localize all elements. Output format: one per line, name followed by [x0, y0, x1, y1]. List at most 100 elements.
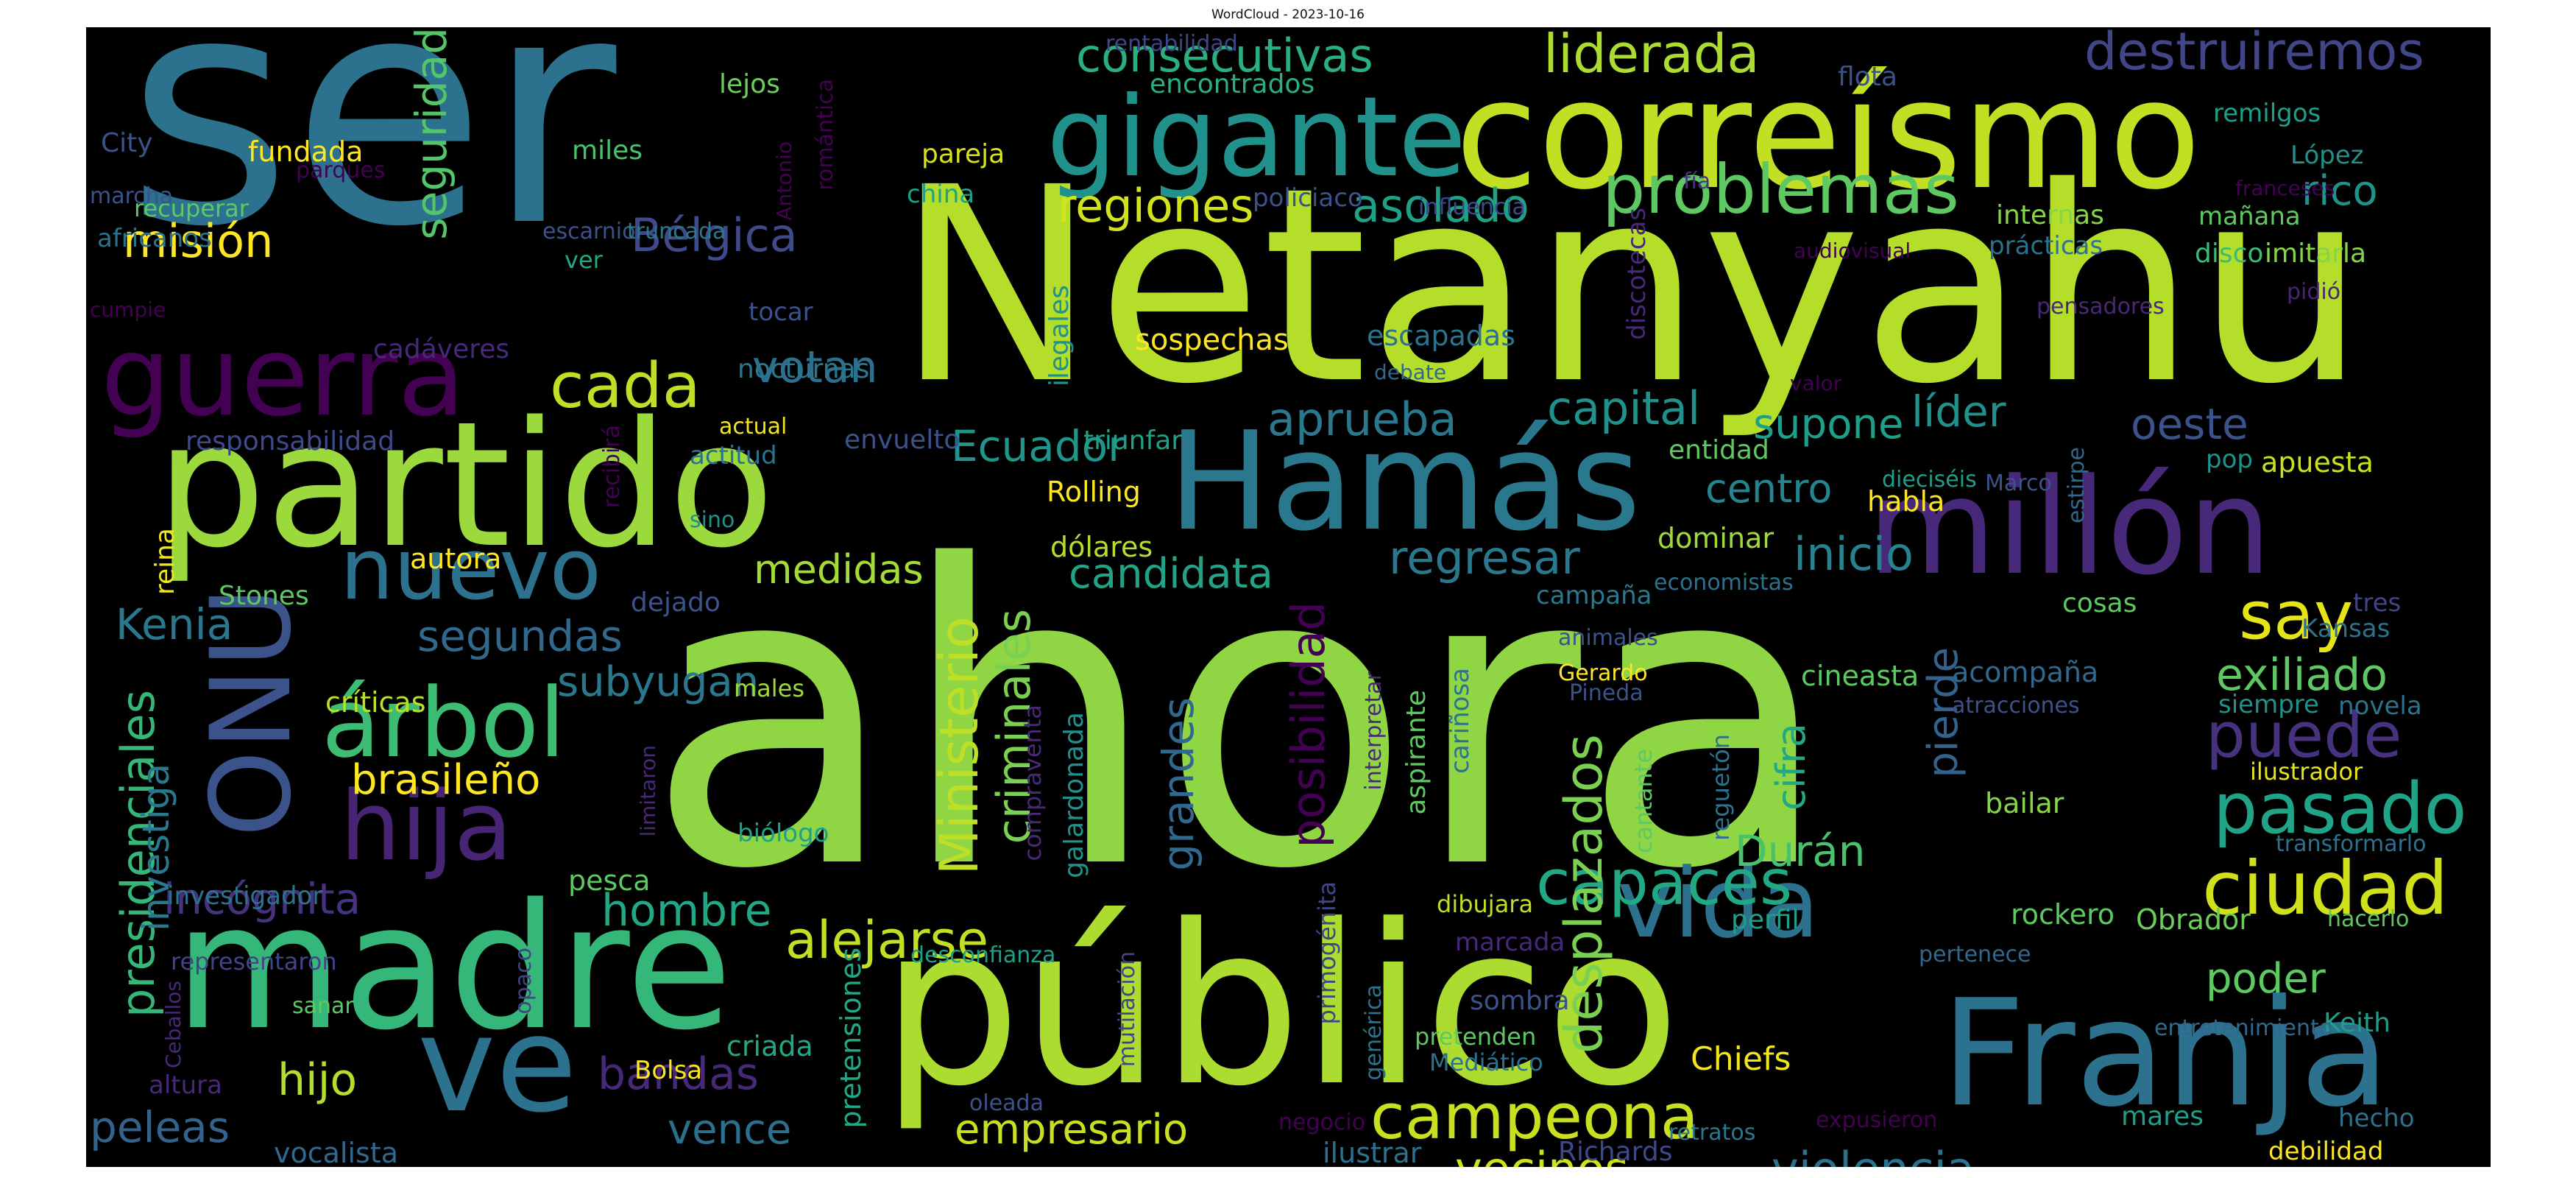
word-vence: vence	[668, 1106, 792, 1154]
word-pertenece: pertenece	[1919, 942, 2031, 967]
word-pidio: pidió	[2287, 279, 2341, 305]
word-campeona: campeona	[1370, 1081, 1699, 1154]
word-hecho: hecho	[2338, 1104, 2415, 1133]
word-mediatico: Mediático	[1429, 1048, 1543, 1076]
word-disco: disco	[2195, 239, 2264, 269]
word-siempre: siempre	[2218, 690, 2319, 719]
word-cumpie: cumpie	[90, 297, 166, 322]
word-hijo: hijo	[277, 1054, 358, 1106]
word-belgica: Bélgica	[631, 208, 798, 262]
word-obrador: Obrador	[2136, 903, 2251, 936]
word-centro: centro	[1705, 465, 1833, 512]
word-truncada: truncada	[627, 219, 726, 244]
word-vocalista: vocalista	[274, 1137, 399, 1167]
word-seguridad: seguridad	[406, 27, 456, 240]
word-encontrados: encontrados	[1150, 69, 1315, 99]
word-regresar: regresar	[1389, 531, 1580, 585]
word-candidata: candidata	[1069, 550, 1273, 598]
word-biologo: biólogo	[737, 819, 829, 848]
word-miles: miles	[572, 135, 643, 166]
word-mision: misión	[123, 214, 274, 268]
word-retratos: retratos	[1669, 1120, 1756, 1146]
word-novela: novela	[2338, 691, 2422, 721]
word-guerra: guerra	[101, 313, 466, 441]
word-exiliado: exiliado	[2216, 649, 2388, 701]
word-posibilidad: posibilidad	[1281, 602, 1335, 848]
word-ciudad: ciudad	[2202, 845, 2449, 931]
word-marco: Marco	[1985, 470, 2052, 496]
word-galardonada: galardonada	[1059, 712, 1089, 878]
word-problemas: problemas	[1602, 150, 1959, 229]
word-autora: autora	[410, 543, 502, 575]
word-fia: fía	[1683, 169, 1711, 194]
word-sombra: sombra	[1470, 986, 1570, 1016]
chart-title: WordCloud - 2023-10-16	[1211, 7, 1365, 22]
word-romantica: romántica	[813, 79, 838, 191]
word-subyugan: subyugan	[557, 658, 760, 706]
word-lejos: lejos	[719, 69, 780, 99]
word-representaron: representaron	[171, 948, 337, 976]
word-pineda: Pineda	[1569, 680, 1643, 706]
word-sino: sino	[690, 507, 735, 533]
word-sanar: sanar	[292, 993, 354, 1019]
word-correismo: correísmo	[1455, 48, 2201, 223]
word-cantante: cantante	[1630, 749, 1657, 854]
word-city: City	[101, 128, 153, 158]
word-bandas: bandas	[598, 1048, 759, 1100]
word-discotecas: discotecas	[1622, 208, 1652, 340]
word-franja: Franja	[1941, 968, 2391, 1140]
word-incognita: incógnita	[163, 874, 361, 924]
word-aspirante: aspirante	[1401, 690, 1432, 815]
word-ilustrador: ilustrador	[2250, 758, 2363, 786]
word-mutilacion: mutilación	[1114, 951, 1140, 1068]
word-publico: público	[881, 878, 1681, 1135]
word-sospechas: sospechas	[1135, 323, 1289, 357]
word-recibira: recibirá	[599, 425, 625, 509]
word-dejado: dejado	[631, 588, 721, 618]
word-recuperar: recuperar	[134, 194, 249, 222]
word-pareja: pareja	[921, 139, 1005, 169]
word-ver: ver	[565, 246, 603, 274]
word-kenia: Kenia	[116, 599, 233, 649]
word-flota: flota	[1838, 62, 1897, 92]
word-negocio: negocio	[1278, 1110, 1366, 1135]
word-poder: poder	[2206, 955, 2326, 1003]
word-nocturnas: nocturnas	[737, 354, 870, 384]
word-hija: hija	[340, 770, 513, 882]
word-criada: criada	[726, 1030, 813, 1062]
word-capaces: capaces	[1536, 847, 1793, 920]
word-bolsa: Bolsa	[634, 1056, 703, 1085]
word-hombre: hombre	[601, 885, 772, 937]
word-generica: genérica	[1361, 984, 1387, 1081]
word-cineasta: cineasta	[1801, 660, 1919, 692]
word-influencia: influencia	[1418, 194, 1526, 220]
word-practicas: prácticas	[1989, 231, 2103, 261]
word-ilegales: ilegales	[1044, 285, 1075, 387]
word-entidad: entidad	[1669, 435, 1769, 465]
word-acompana: acompaña	[1952, 656, 2099, 688]
word-netanyahu: Netanyahu	[896, 130, 2367, 443]
word-oeste: oeste	[2131, 399, 2248, 449]
word-debilidad: debilidad	[2268, 1137, 2384, 1166]
word-madre: madre	[174, 867, 733, 1068]
word-antonio: Antonio	[772, 141, 796, 221]
word-inicio: inicio	[1794, 527, 1914, 581]
word-capital: capital	[1547, 381, 1701, 435]
word-tres: tres	[2353, 588, 2402, 618]
word-votan: votan	[752, 342, 878, 393]
word-richards: Richards	[1558, 1137, 1673, 1167]
word-imitarla: imitarla	[2265, 239, 2367, 269]
word-altura: altura	[149, 1071, 222, 1100]
word-pensadores: pensadores	[2037, 294, 2165, 320]
word-escarnio: escarnio	[542, 219, 636, 244]
word-envuelto: envuelto	[844, 425, 960, 455]
word-compraventa: compraventa	[1019, 705, 1047, 861]
word-mares: mares	[2121, 1101, 2204, 1132]
word-brasileno: brasileño	[351, 756, 541, 804]
word-liderada: liderada	[1543, 27, 1760, 85]
word-triunfar: triunfar	[1083, 426, 1183, 456]
word-males: males	[734, 674, 805, 702]
word-internas: internas	[1996, 200, 2104, 230]
word-entretenimiento: entretenimiento	[2154, 1015, 2333, 1041]
word-franceses: franceses	[2235, 176, 2335, 200]
